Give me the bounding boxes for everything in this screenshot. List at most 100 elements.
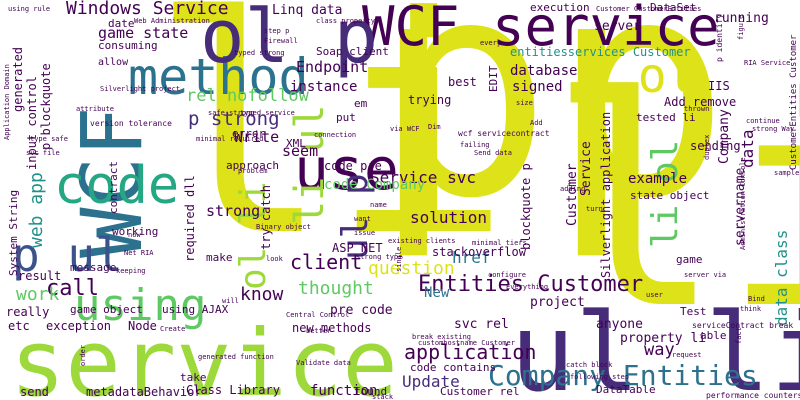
word: p xyxy=(550,0,731,264)
word: method xyxy=(128,48,309,106)
word: Class Library xyxy=(186,383,280,397)
word: via WCF xyxy=(390,125,420,133)
word: use xyxy=(294,135,399,203)
word: know xyxy=(240,284,284,305)
word: will xyxy=(222,297,239,305)
word: Binary object xyxy=(256,223,311,231)
word: Dim xyxy=(428,123,441,131)
word: stack xyxy=(372,393,394,400)
word: entitiesservices Customer xyxy=(510,45,691,59)
word: working xyxy=(112,225,159,238)
word: Node xyxy=(128,319,157,333)
word: Everything xyxy=(506,283,549,291)
word: want xyxy=(354,215,371,223)
word: pre code xyxy=(330,303,393,318)
word: user xyxy=(646,291,663,299)
word: running xyxy=(714,11,769,26)
word: web app xyxy=(26,172,47,248)
word: generated xyxy=(11,46,25,112)
word: allow xyxy=(98,57,129,68)
word: metadataBehavior xyxy=(86,385,202,399)
word: blockquote p xyxy=(519,163,533,250)
word: data class xyxy=(772,229,791,326)
word: game object xyxy=(70,303,143,316)
word: call xyxy=(46,276,99,301)
word: put xyxy=(336,111,356,124)
word: attribute xyxy=(76,105,114,113)
word: date xyxy=(108,17,135,30)
word: client xyxy=(290,250,363,274)
word: found xyxy=(354,385,388,398)
word: Windows Service xyxy=(66,0,229,19)
word: Validate data xyxy=(296,359,351,367)
word: configure xyxy=(488,271,526,279)
word: adding xyxy=(560,185,586,193)
word: etc xyxy=(8,319,30,333)
word: example xyxy=(628,171,688,187)
word: every xyxy=(480,39,502,47)
word: code Company xyxy=(324,177,426,193)
word: IIS xyxy=(708,79,730,93)
word: Entities Customer xyxy=(418,272,644,297)
word: exception xyxy=(46,319,112,333)
word: duplex xyxy=(703,134,711,160)
word: stackoverflow xyxy=(432,245,526,259)
word: thought xyxy=(298,278,374,299)
word: Silverlight project xyxy=(100,85,181,93)
word: question xyxy=(368,258,455,279)
word: Customer CustomerEntities xyxy=(596,5,702,13)
word: signed xyxy=(512,79,563,95)
word: serviceContract break xyxy=(692,321,794,330)
word: XML xyxy=(286,137,306,150)
word: Endpoint xyxy=(296,58,369,76)
word: thrown xyxy=(684,105,710,113)
word: class property xyxy=(316,17,376,25)
word: Administration Console xyxy=(739,157,747,250)
word: em xyxy=(354,97,368,110)
word: function xyxy=(310,383,378,399)
word: code xyxy=(54,156,180,216)
word: DataTable xyxy=(596,383,656,396)
word: Add xyxy=(530,119,543,127)
word: consuming xyxy=(98,39,158,52)
word: server via xyxy=(684,271,727,279)
word: rel nofollow xyxy=(186,86,309,106)
word: Silverlight application xyxy=(599,111,613,278)
word: Web Administration xyxy=(134,17,210,25)
word: p ul xyxy=(12,228,123,282)
word: database xyxy=(510,63,578,79)
word: take xyxy=(180,371,207,384)
word: Firewall xyxy=(264,37,298,45)
word: now xyxy=(128,231,141,239)
word: error xyxy=(232,127,266,140)
word: issue xyxy=(354,229,376,237)
word: sample xyxy=(774,169,800,177)
word: Bind xyxy=(748,295,765,303)
word: ol p xyxy=(200,0,379,80)
word: safe strong xyxy=(208,109,255,117)
word: Company xyxy=(717,109,732,164)
word: DataSet xyxy=(650,1,697,14)
word: Application Domain xyxy=(3,64,11,140)
word: ul li xyxy=(510,291,800,400)
word: solution xyxy=(410,208,488,227)
word: p identify xyxy=(715,13,724,62)
word: request xyxy=(672,351,702,359)
word: Write xyxy=(234,128,280,146)
word: Soap client xyxy=(316,45,389,58)
word: new methods xyxy=(292,321,372,335)
word: able xyxy=(700,329,727,342)
word: game xyxy=(676,253,703,266)
word: approach xyxy=(226,159,279,172)
word: anyone xyxy=(596,317,643,332)
word: keeping xyxy=(116,267,146,275)
word: Central Control xyxy=(286,311,350,319)
word: ASP NET xyxy=(332,241,383,255)
word: catch block xyxy=(566,361,613,369)
word: Test xyxy=(680,305,707,318)
word: sending xyxy=(690,139,741,153)
word: think xyxy=(740,305,762,313)
word: version tolerance xyxy=(90,119,172,128)
word: type safe xyxy=(30,135,68,143)
